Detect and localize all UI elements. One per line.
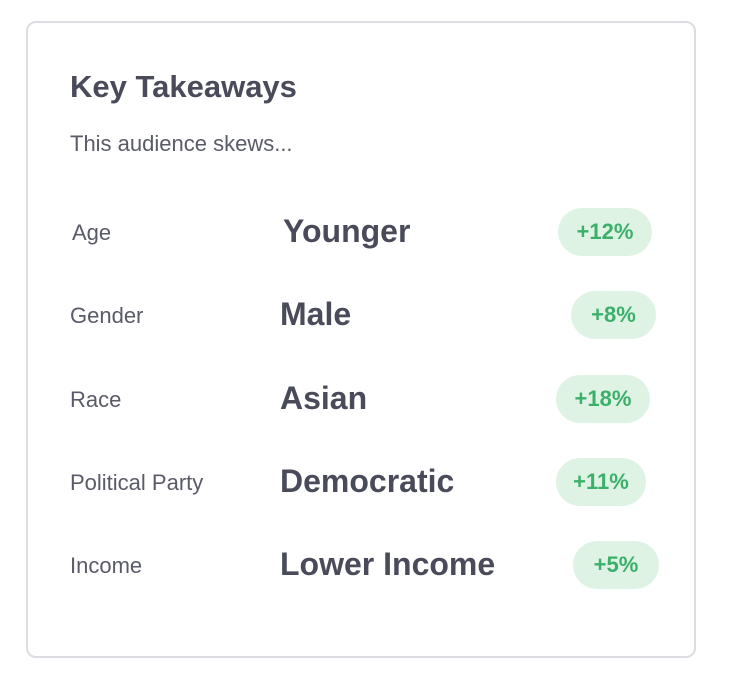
- row-label: Race: [70, 387, 122, 412]
- takeaway-row-gender: Gender Male +8%: [28, 291, 694, 341]
- takeaway-row-political-party: Political Party Democratic +11%: [28, 458, 694, 508]
- row-value: Lower Income: [280, 546, 496, 582]
- change-badge: +11%: [556, 458, 646, 506]
- row-label: Income: [70, 553, 143, 578]
- row-value: Younger: [283, 213, 411, 249]
- card-subtitle: This audience skews...: [70, 131, 293, 156]
- row-value: Democratic: [280, 463, 455, 499]
- card-title: Key Takeaways: [70, 69, 297, 104]
- row-value: Asian: [280, 380, 368, 416]
- key-takeaways-card: Key Takeaways This audience skews... Age…: [26, 21, 696, 658]
- takeaway-row-race: Race Asian +18%: [28, 375, 694, 425]
- takeaway-row-income: Income Lower Income +5%: [28, 541, 694, 591]
- row-value: Male: [280, 296, 352, 332]
- row-label: Age: [72, 220, 112, 245]
- takeaway-row-age: Age Younger +12%: [28, 208, 694, 258]
- change-badge: +12%: [558, 208, 652, 256]
- change-badge: +8%: [571, 291, 656, 339]
- change-badge: +18%: [556, 375, 650, 423]
- row-label: Political Party: [70, 470, 204, 495]
- change-badge: +5%: [573, 541, 659, 589]
- row-label: Gender: [70, 303, 144, 328]
